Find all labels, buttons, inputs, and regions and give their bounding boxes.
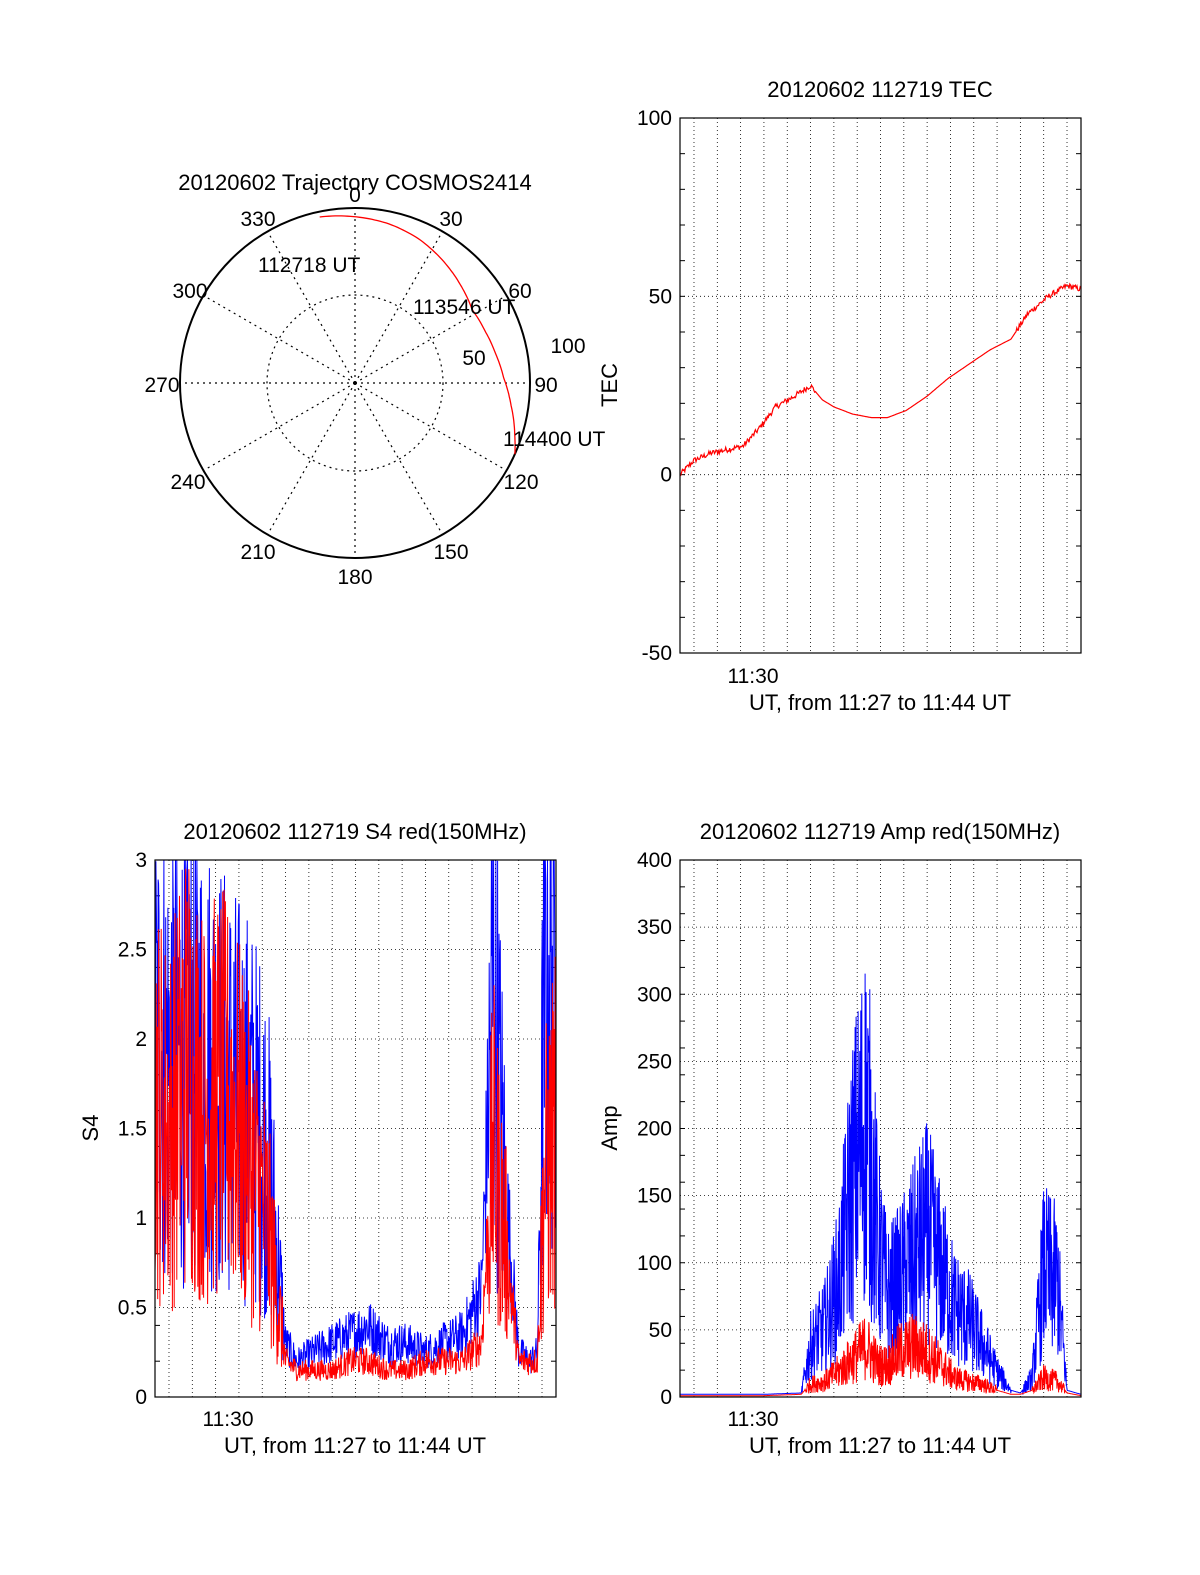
polar-spoke bbox=[266, 231, 356, 384]
y-tick-label: 250 bbox=[637, 1050, 672, 1073]
s4-plot-frame bbox=[154, 859, 557, 1398]
series-line-primary bbox=[680, 973, 1082, 1395]
y-tick-label: 3 bbox=[135, 849, 147, 872]
azimuth-label-300: 300 bbox=[172, 280, 207, 303]
s4-series-group bbox=[154, 859, 557, 1382]
elevation-label-50: 50 bbox=[462, 347, 485, 370]
amp-x-axis-label: UT, from 11:27 to 11:44 UT bbox=[749, 1433, 1011, 1458]
polar-spoke bbox=[354, 382, 444, 535]
azimuth-label-270: 270 bbox=[144, 374, 179, 397]
annotation-mid-time: 113546 UT bbox=[413, 296, 516, 319]
polar-frame bbox=[179, 207, 531, 559]
y-tick-label: 2.5 bbox=[118, 939, 147, 962]
polar-grid bbox=[180, 208, 530, 558]
y-tick-label: 400 bbox=[637, 849, 672, 872]
y-tick-label: 0 bbox=[660, 1386, 672, 1409]
y-tick-label: 2 bbox=[135, 1028, 147, 1051]
amp-chart: 20120602 112719 Amp red(150MHz) 0 50 100 15… bbox=[597, 819, 1082, 1458]
azimuth-label-180: 180 bbox=[337, 566, 372, 589]
azimuth-label-120: 120 bbox=[503, 471, 538, 494]
amp-plot-frame bbox=[679, 859, 1082, 1398]
polar-spoke bbox=[354, 294, 507, 384]
azimuth-label-90: 90 bbox=[534, 374, 557, 397]
polar-chart-title: 20120602 Trajectory COSMOS2414 bbox=[178, 170, 531, 195]
tec-chart: 20120602 112719 TEC 100 50 0 -50 11:30 UT, … bbox=[597, 77, 1082, 715]
amp-y-ticks: 0 50 100 150 200 250 300 350 400 bbox=[637, 849, 672, 1409]
s4-y-axis-label: S4 bbox=[78, 1115, 103, 1142]
series-line-secondary bbox=[154, 868, 557, 1382]
amp-series-group bbox=[680, 973, 1082, 1397]
elevation-label-100: 100 bbox=[550, 335, 585, 358]
tec-x-axis-label: UT, from 11:27 to 11:44 UT bbox=[749, 690, 1011, 715]
series-line-secondary bbox=[680, 1313, 1082, 1397]
azimuth-label-210: 210 bbox=[240, 541, 275, 564]
trajectory-line bbox=[319, 215, 516, 455]
polar-spoke bbox=[203, 382, 356, 472]
tec-x-tick-1130: 11:30 bbox=[728, 665, 779, 688]
y-tick-label: 100 bbox=[637, 107, 672, 130]
amp-y-axis-label: Amp bbox=[597, 1105, 622, 1150]
y-tick-label: 1 bbox=[135, 1207, 147, 1230]
y-tick-label: 150 bbox=[637, 1185, 672, 1208]
y-tick-label: 350 bbox=[637, 916, 672, 939]
s4-x-axis-label: UT, from 11:27 to 11:44 UT bbox=[224, 1433, 486, 1458]
tec-chart-title: 20120602 112719 TEC bbox=[767, 77, 993, 102]
y-tick-label: 1.5 bbox=[118, 1118, 147, 1141]
y-tick-label: 50 bbox=[649, 1319, 672, 1342]
azimuth-label-150: 150 bbox=[433, 541, 468, 564]
annotation-end-time: 114400 UT bbox=[503, 428, 606, 451]
s4-y-ticks: 0 0.5 1 1.5 2 2.5 3 bbox=[118, 849, 147, 1409]
polar-azimuth-labels: 0 30 60 90 120 150 180 210 240 270 300 330 bbox=[144, 184, 557, 589]
y-tick-label: 0 bbox=[135, 1386, 147, 1409]
polar-spoke bbox=[203, 294, 356, 384]
annotation-start-time: 112718 UT bbox=[258, 254, 361, 277]
azimuth-label-60: 60 bbox=[508, 280, 531, 303]
tec-y-ticks: 100 50 0 -50 bbox=[637, 107, 672, 665]
azimuth-label-30: 30 bbox=[439, 208, 462, 231]
azimuth-label-0: 0 bbox=[349, 184, 361, 207]
amp-x-tick-1130: 11:30 bbox=[728, 1408, 779, 1431]
tec-series-group bbox=[679, 282, 1082, 477]
polar-ring-50 bbox=[266, 294, 444, 472]
polar-spoke bbox=[266, 382, 356, 535]
tec-plot-frame bbox=[679, 117, 1082, 654]
azimuth-label-240: 240 bbox=[170, 471, 205, 494]
tec-y-axis-label: TEC bbox=[597, 363, 622, 407]
y-tick-label: 0.5 bbox=[118, 1297, 147, 1320]
series-line-primary bbox=[679, 282, 1082, 477]
y-tick-label: 100 bbox=[637, 1252, 672, 1275]
amp-chart-title: 20120602 112719 Amp red(150MHz) bbox=[700, 819, 1060, 844]
polar-spoke bbox=[354, 231, 444, 384]
polar-elevation-labels: 50 100 bbox=[462, 335, 585, 370]
y-tick-label: 50 bbox=[649, 285, 672, 308]
polar-trajectory-chart: 20120602 Trajectory COSMOS2414 0 30 60 90 12… bbox=[144, 170, 605, 589]
s4-x-tick-1130: 11:30 bbox=[203, 1408, 254, 1431]
azimuth-label-330: 330 bbox=[240, 208, 275, 231]
y-tick-label: 300 bbox=[637, 983, 672, 1006]
y-tick-label: 200 bbox=[637, 1118, 672, 1141]
y-tick-label: 0 bbox=[660, 464, 672, 487]
polar-spoke bbox=[354, 382, 507, 472]
s4-chart-title: 20120602 112719 S4 red(150MHz) bbox=[183, 819, 526, 844]
s4-chart: 20120602 112719 S4 red(150MHz) 0 0.5 1 1.5 2… bbox=[78, 819, 557, 1458]
y-tick-label: -50 bbox=[642, 642, 672, 665]
